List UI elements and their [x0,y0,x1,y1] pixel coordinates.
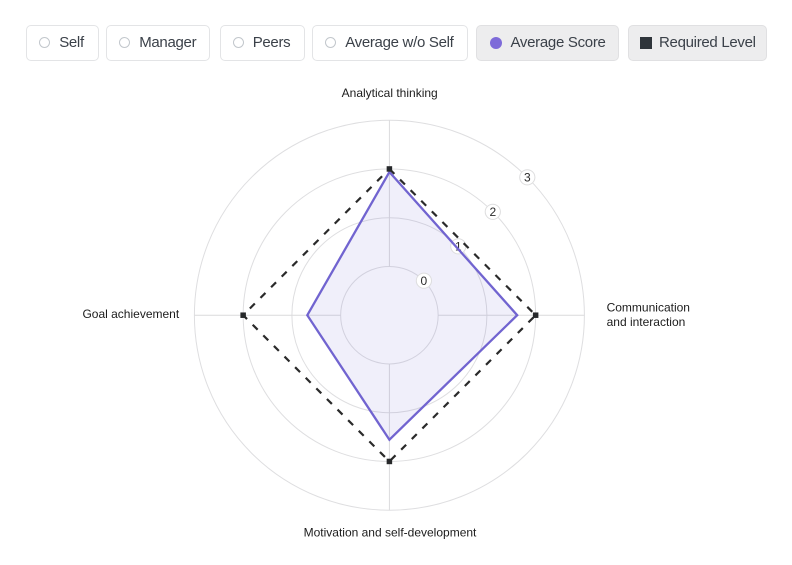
svg-text:3: 3 [524,171,531,185]
svg-text:Goal achievement: Goal achievement [82,307,179,321]
svg-text:and interaction: and interaction [607,315,686,329]
svg-text:1: 1 [455,240,462,254]
svg-text:0: 0 [421,274,428,288]
svg-text:2: 2 [489,205,496,219]
svg-text:Motivation and self-developmen: Motivation and self-development [304,525,477,539]
svg-text:Communication: Communication [607,300,690,314]
svg-text:Analytical thinking: Analytical thinking [342,86,438,100]
